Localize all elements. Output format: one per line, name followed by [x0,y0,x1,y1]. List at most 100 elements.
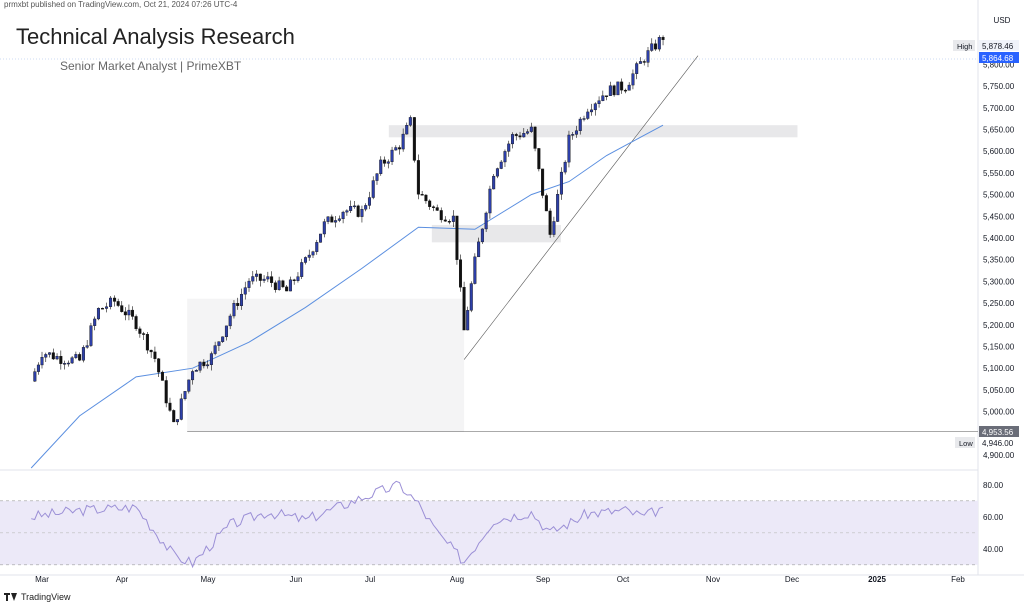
candle [455,215,459,260]
candle [341,211,345,220]
candle [251,276,255,282]
candle [285,286,289,292]
candle [160,371,164,381]
y-tick-label: 5,800.00 [983,60,1015,69]
candle [544,195,548,212]
candle [337,218,341,221]
candle [243,287,247,295]
candle [105,306,109,309]
candle [638,61,642,64]
candle [239,293,243,306]
candle [428,200,432,207]
footer-brand[interactable]: TradingView [4,592,71,602]
candle [345,210,349,213]
candle [266,276,270,280]
candle [518,135,522,138]
candle [364,205,368,210]
candle [533,126,537,149]
support-resistance-zone [388,125,798,138]
candle [334,220,338,223]
candle [209,353,213,365]
candle [236,303,240,306]
candle [281,280,285,288]
candle [273,282,277,290]
candle [221,336,225,342]
candle [258,273,262,281]
high-value: 5,878.46 [982,42,1014,51]
candle [431,206,435,208]
candle [627,84,631,91]
candle [149,349,153,353]
candle [85,345,89,348]
candle [296,276,300,281]
candle [556,194,560,222]
candle [123,311,127,316]
candle [55,356,59,360]
low-value: 4,946.00 [982,439,1014,448]
candle [601,95,605,101]
candle [447,221,451,223]
candle [642,61,646,63]
last-price-value: 5,864.68 [982,54,1014,63]
x-tick-label: Apr [116,575,129,584]
candle [480,228,484,243]
y-tick-label: 5,550.00 [983,169,1015,178]
x-tick-label: Dec [785,575,799,584]
candle [567,134,571,163]
y-tick-label: 4,900.00 [983,451,1015,460]
high-tag-label: High [957,42,972,51]
candle [401,133,405,150]
candle [59,356,63,364]
candle [473,256,477,284]
level-value-bg [979,426,1019,437]
candle [255,273,259,277]
rsi-line [31,480,664,569]
x-tick-label: Mar [35,575,49,584]
candle [507,143,511,152]
candle [202,361,206,367]
candle [217,341,221,346]
candle [116,301,120,306]
high-tag-bg [953,40,975,51]
candle [484,212,488,230]
candle [646,50,650,63]
tradingview-logo-icon [4,593,18,601]
candle [635,63,639,74]
candle [435,207,439,211]
y-tick-label: 5,200.00 [983,321,1015,330]
candle [81,347,85,361]
candle [631,73,635,86]
candle [303,257,307,263]
candle [224,325,228,338]
candle [503,151,507,163]
y-tick-label: 5,000.00 [983,408,1015,417]
candle [477,241,481,258]
candle [315,242,319,252]
candle [142,333,146,335]
candle [109,297,113,307]
candle [33,371,37,382]
candle [168,402,172,411]
candle [172,410,176,423]
candle [326,216,330,222]
candle [213,345,217,354]
candle [70,357,74,364]
candle [51,352,55,360]
candle [537,148,541,170]
candle [499,161,503,169]
candle [89,325,93,346]
x-tick-label: Nov [706,575,720,584]
candle [349,206,353,211]
candle [443,219,447,222]
candle [416,160,420,195]
candle [145,334,149,351]
x-tick-label: Feb [951,575,965,584]
candle [379,159,383,174]
candle [48,352,52,355]
candle [657,37,661,50]
candle [74,354,78,358]
candle [307,254,311,258]
candle [288,279,292,292]
candle [120,305,124,312]
